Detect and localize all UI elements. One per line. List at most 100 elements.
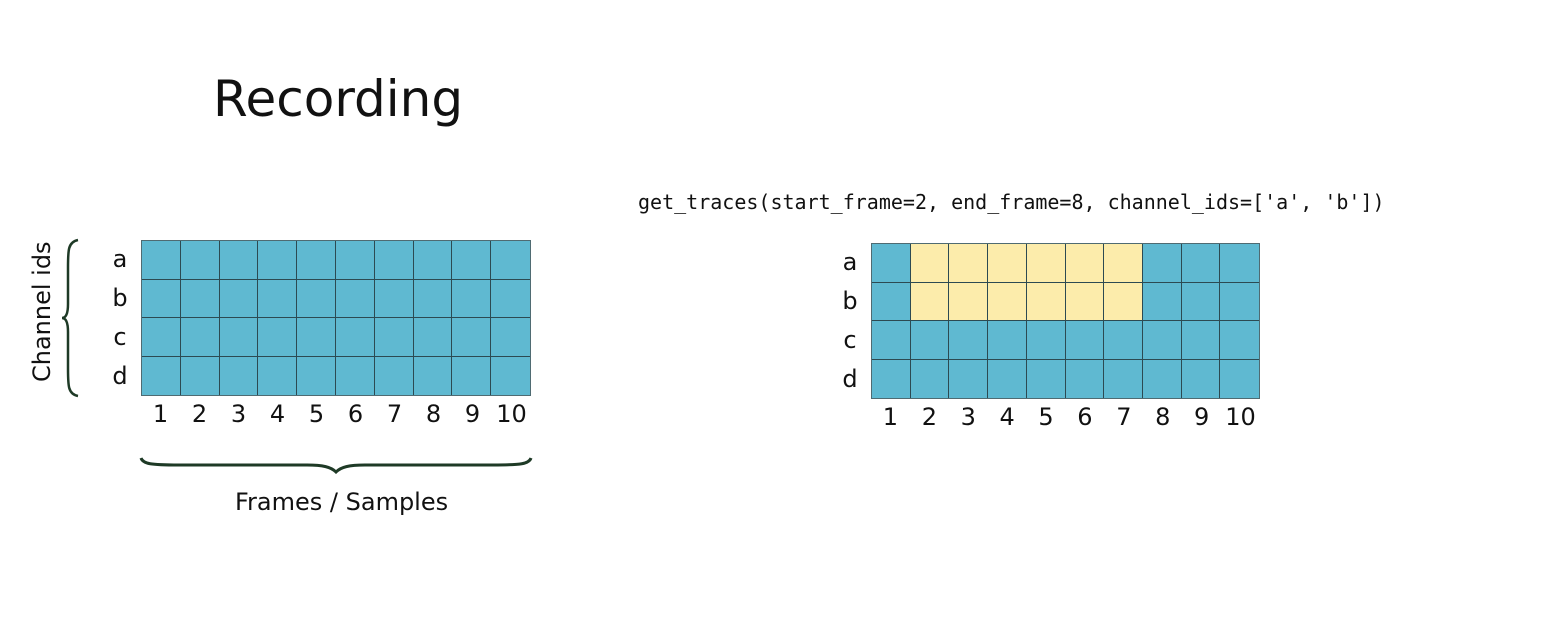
grid-cell <box>1104 321 1143 360</box>
grid-cell <box>413 318 453 357</box>
grid-cell <box>872 321 911 360</box>
channel-label-c: c <box>113 322 127 351</box>
grid-cell <box>374 241 414 280</box>
grid-cell <box>335 241 375 280</box>
grid-cell <box>180 318 220 357</box>
selected-cell <box>949 244 989 283</box>
grid-cell <box>1065 321 1105 360</box>
frame-label-3: 3 <box>230 400 247 428</box>
grid-cell <box>1220 244 1259 283</box>
grid-cell <box>452 279 492 318</box>
channel-label-d: d <box>112 361 128 390</box>
traces-selection-grid <box>871 243 1260 399</box>
frame-label-2: 2 <box>191 400 208 428</box>
frame-label-5: 5 <box>1038 403 1054 431</box>
grid-cell <box>142 318 181 357</box>
channel-label-a: a <box>842 247 858 276</box>
frame-label-3: 3 <box>960 403 976 431</box>
grid-cell <box>180 241 220 280</box>
selected-cell <box>1065 244 1105 283</box>
channel-label-d: d <box>842 364 858 393</box>
grid-cell <box>1220 359 1259 398</box>
grid-cell <box>219 279 259 318</box>
grid-cell <box>413 279 453 318</box>
grid-cell <box>335 279 375 318</box>
frame-label-8: 8 <box>425 400 442 428</box>
grid-cell <box>491 279 530 318</box>
grid-cell <box>1181 282 1221 321</box>
grid-cell <box>1181 244 1221 283</box>
channel-brace-icon <box>61 238 79 398</box>
frame-label-10: 10 <box>1225 403 1256 431</box>
selected-cell <box>949 282 989 321</box>
selected-cell <box>1104 282 1143 321</box>
selected-cell <box>1026 282 1066 321</box>
grid-cell <box>258 279 298 318</box>
channel-label-b: b <box>842 286 858 315</box>
selected-cell <box>910 282 950 321</box>
frame-label-8: 8 <box>1155 403 1171 431</box>
grid-cell <box>491 241 530 280</box>
frame-label-1: 1 <box>152 400 169 428</box>
frame-label-6: 6 <box>347 400 364 428</box>
grid-cell <box>452 318 492 357</box>
grid-cell <box>335 318 375 357</box>
frame-label-5: 5 <box>308 400 325 428</box>
get-traces-call: get_traces(start_frame=2, end_frame=8, c… <box>638 190 1385 214</box>
frames-axis-label: Frames / Samples <box>235 488 449 516</box>
selected-cell <box>1104 244 1143 283</box>
grid-cell <box>872 244 911 283</box>
frame-label-1: 1 <box>882 403 899 431</box>
grid-cell <box>413 356 453 395</box>
grid-cell <box>1142 282 1182 321</box>
grid-cell <box>297 279 336 318</box>
grid-cell <box>1220 321 1259 360</box>
grid-cell <box>910 359 950 398</box>
selected-cell <box>988 244 1027 283</box>
grid-cell <box>258 356 298 395</box>
recording-title: Recording <box>213 70 464 128</box>
selected-cell <box>910 244 950 283</box>
frame-label-10: 10 <box>496 400 527 428</box>
grid-cell <box>1181 359 1221 398</box>
grid-cell <box>142 279 181 318</box>
channel-ids-axis-label: Channel ids <box>28 241 56 382</box>
grid-cell <box>219 241 259 280</box>
grid-cell <box>988 359 1027 398</box>
frame-label-6: 6 <box>1077 403 1093 431</box>
grid-cell <box>872 282 911 321</box>
grid-cell <box>374 279 414 318</box>
frame-label-4: 4 <box>999 403 1015 431</box>
selected-cell <box>1065 282 1105 321</box>
grid-cell <box>949 321 989 360</box>
selected-cell <box>988 282 1027 321</box>
grid-cell <box>1026 359 1066 398</box>
grid-cell <box>219 356 259 395</box>
grid-cell <box>180 279 220 318</box>
grid-cell <box>491 318 530 357</box>
frame-label-7: 7 <box>1116 403 1132 431</box>
grid-cell <box>297 241 336 280</box>
grid-cell <box>1181 321 1221 360</box>
channel-label-b: b <box>112 283 128 312</box>
grid-cell <box>1142 244 1182 283</box>
frame-label-4: 4 <box>269 400 286 428</box>
grid-cell <box>491 356 530 395</box>
recording-grid <box>141 240 531 396</box>
frames-brace-icon <box>139 457 533 475</box>
grid-cell <box>1026 321 1066 360</box>
grid-cell <box>872 359 911 398</box>
frame-label-7: 7 <box>386 400 403 428</box>
grid-cell <box>335 356 375 395</box>
grid-cell <box>1065 359 1105 398</box>
grid-cell <box>452 356 492 395</box>
grid-cell <box>142 241 181 280</box>
frame-label-2: 2 <box>921 403 937 431</box>
channel-label-c: c <box>843 325 857 354</box>
grid-cell <box>949 359 989 398</box>
grid-cell <box>413 241 453 280</box>
grid-cell <box>258 318 298 357</box>
grid-cell <box>1104 359 1143 398</box>
grid-cell <box>452 241 492 280</box>
frame-label-9: 9 <box>1193 403 1210 431</box>
